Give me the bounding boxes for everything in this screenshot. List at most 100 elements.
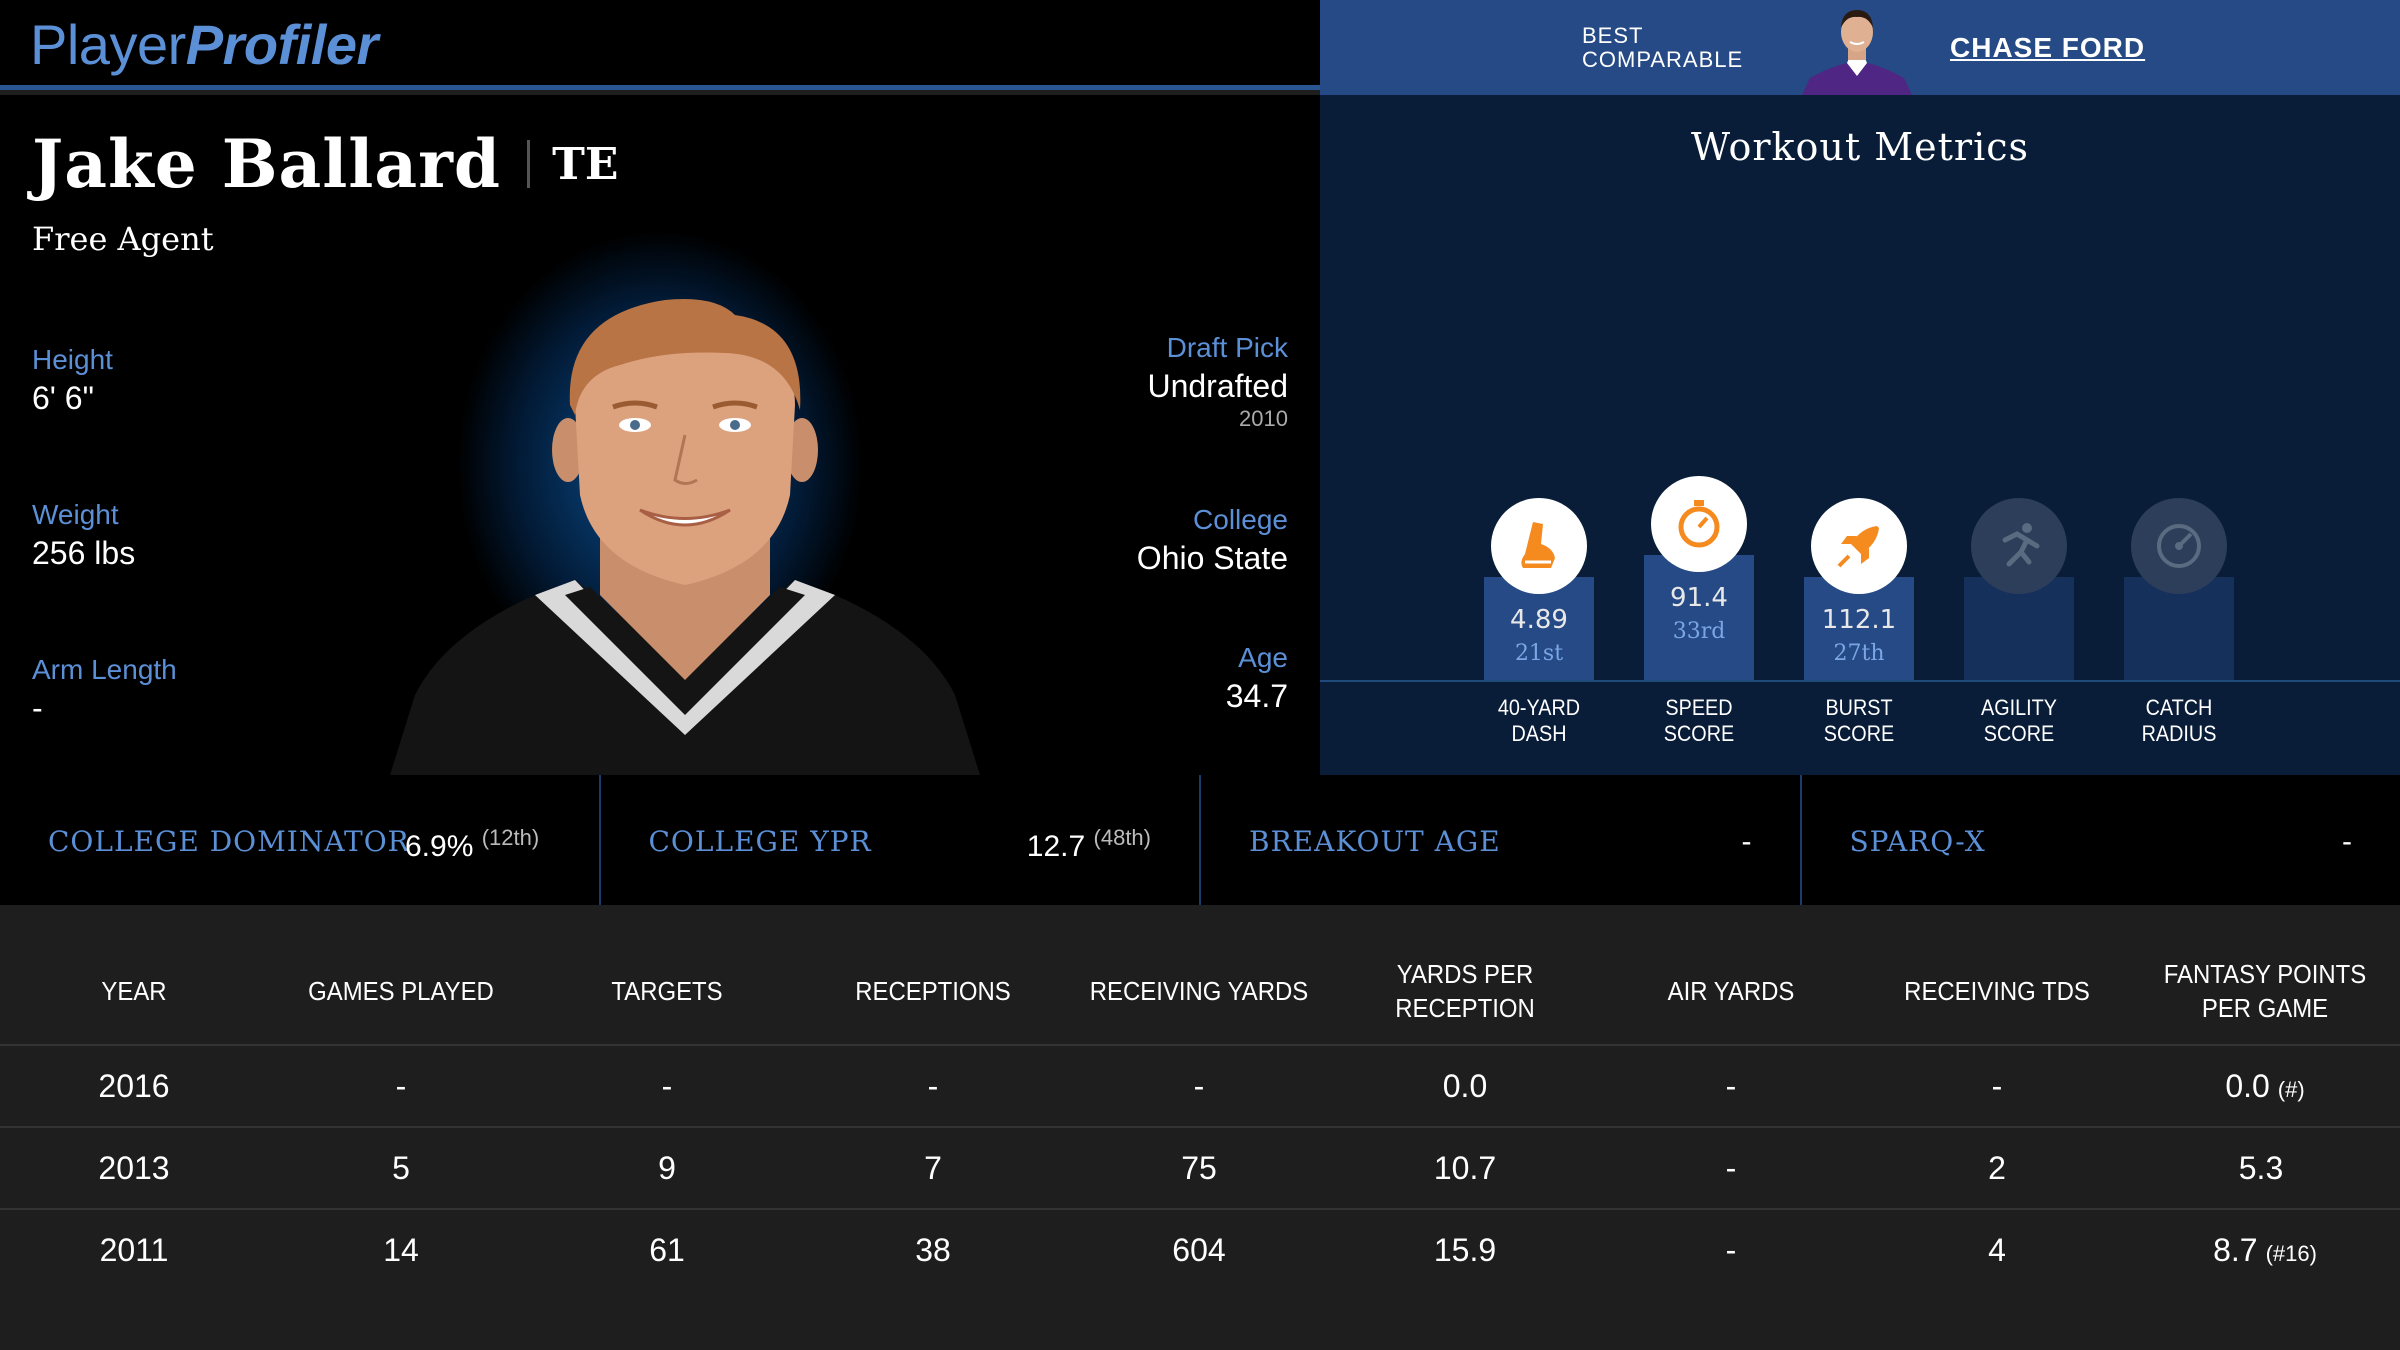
weight-stat: Weight 256 lbs [32, 497, 135, 573]
rocket-icon [1811, 498, 1907, 594]
breakout-age-cell[interactable]: BREAKOUT AGE - [1201, 775, 1802, 905]
cell-targets: 61 [649, 1232, 685, 1268]
cell-ypr: 0.0 [1332, 1045, 1598, 1128]
comparable-player-link[interactable]: CHASE FORD [1950, 32, 2146, 63]
col-receiving-yards[interactable]: RECEIVING YARDS [1076, 937, 1322, 1046]
college-ypr-cell[interactable]: COLLEGE YPR 12.7 (48th) [601, 775, 1201, 905]
player-team: Free Agent [32, 220, 214, 258]
season-stats-table-wrap: YEAR GAMES PLAYED TARGETS RECEPTIONS REC… [0, 905, 2400, 1350]
metric-label-line1: 40-YARD [1497, 695, 1581, 720]
best-comparable-label-line1: BEST [1582, 23, 1644, 48]
cell-tds: 2 [1864, 1127, 2130, 1210]
height-value: 6' 6" [32, 380, 94, 416]
col-fantasy-points-per-game[interactable]: FANTASY POINTS PER GAME [2140, 937, 2390, 1046]
draft-value: Undrafted [1147, 368, 1288, 404]
draft-year: 2010 [1239, 406, 1288, 431]
metric-label: CATCH RADIUS [2112, 695, 2247, 747]
sparq-x-cell[interactable]: SPARQ-X - [1802, 775, 2400, 905]
cell-fpg: 8.7 (#16) [2130, 1209, 2400, 1291]
college-ypr-value: 12.7 (48th) [1027, 825, 1151, 864]
stopwatch-icon [1651, 476, 1747, 572]
cell-air-yards: - [1598, 1045, 1864, 1128]
metric-label: AGILITY SCORE [1952, 695, 2087, 747]
strip-value-text: - [1741, 825, 1752, 858]
metric-label-line2: RADIUS [2141, 721, 2217, 746]
strip-rank-text: (48th) [1093, 825, 1151, 850]
col-receptions[interactable]: RECEPTIONS [810, 937, 1056, 1046]
cell-receptions: 38 [915, 1232, 951, 1268]
metric-label-line2: SCORE [1823, 721, 1895, 746]
age-value: 34.7 [1225, 678, 1288, 714]
cell-targets: 9 [534, 1127, 800, 1210]
college-ypr-label: COLLEGE YPR [648, 825, 872, 858]
col-targets[interactable]: TARGETS [544, 937, 790, 1046]
metric-rank: 33rd [1672, 619, 1726, 644]
metric-bar [1644, 555, 1754, 680]
college-stat: College Ohio State [1137, 502, 1288, 578]
arm-length-label: Arm Length [32, 654, 177, 685]
cell-ypr: 10.7 [1332, 1127, 1598, 1210]
metric-value: 112.1 [1821, 605, 1897, 635]
college-value: Ohio State [1136, 540, 1288, 576]
cell-year: 2016 [0, 1045, 268, 1128]
cell-ypr: 15.9 [1433, 1232, 1497, 1268]
college-dominator-cell[interactable]: COLLEGE DOMINATOR 6.9% (12th) [0, 775, 601, 905]
fpg-value: 8.7 [2213, 1232, 2258, 1268]
breakout-age-value: - [1742, 825, 1752, 859]
metric-label-line2: DASH [1511, 721, 1567, 746]
breakout-age-label: BREAKOUT AGE [1249, 825, 1501, 858]
metric-catch-radius[interactable]: CATCH RADIUS [2124, 95, 2234, 775]
cell-year: 2011 [99, 1232, 169, 1268]
runner-icon [1971, 498, 2067, 594]
college-label: College [1193, 504, 1288, 535]
best-comparable-bar: BEST COMPARABLE CHASE FORD [1320, 0, 2400, 95]
site-logo[interactable]: PlayerProfiler [30, 12, 378, 78]
fpg-rank: (#16) [2265, 1241, 2317, 1266]
metric-bar [2124, 577, 2234, 680]
workout-metrics-title: Workout Metrics [1690, 125, 2030, 169]
player-name: Jake Ballard [32, 125, 502, 203]
metric-bar [1964, 577, 2074, 680]
cell-fpg: 5.3 [2130, 1127, 2400, 1210]
cell-receptions: 7 [800, 1127, 1066, 1210]
age-stat: Age 34.7 [1226, 640, 1288, 716]
col-yards-per-reception[interactable]: YARDS PER RECEPTION [1342, 937, 1588, 1046]
table-row: 2011 14 61 38 604 15.9 - 4 8.7 (#16) [0, 1209, 2400, 1291]
metric-agility-score[interactable]: AGILITY SCORE [1964, 95, 2074, 775]
strip-rank-text: (12th) [481, 825, 540, 850]
player-name-row: Jake Ballard TE [32, 125, 618, 203]
metric-value: 4.89 [1510, 605, 1568, 635]
fpg-rank: (#) [2277, 1076, 2305, 1102]
metric-burst-score[interactable]: 112.1 27th BURST SCORE [1804, 95, 1914, 775]
height-stat: Height 6' 6" [32, 342, 113, 418]
table-header-row: YEAR GAMES PLAYED TARGETS RECEPTIONS REC… [0, 937, 2400, 1046]
col-games-played[interactable]: GAMES PLAYED [278, 937, 524, 1046]
metric-label: SPEED SCORE [1632, 695, 1767, 747]
logo-text-player: Player [30, 13, 186, 76]
target-icon [2131, 498, 2227, 594]
metric-label-line1: AGILITY [1981, 695, 2057, 720]
name-divider [527, 140, 531, 188]
col-air-yards[interactable]: AIR YARDS [1608, 937, 1854, 1046]
player-headshot [390, 299, 980, 775]
sparq-x-label: SPARQ-X [1849, 825, 1986, 858]
metric-speed-score[interactable]: 91.4 33rd SPEED SCORE [1644, 95, 1754, 775]
metrics-baseline [1320, 680, 2400, 682]
draft-stat: Draft Pick Undrafted 2010 [1147, 330, 1288, 432]
metric-label: BURST SCORE [1792, 695, 1927, 747]
player-panel: Jake Ballard TE Free Agent Height 6' 6" … [0, 95, 1320, 775]
cell-tds: - [1864, 1045, 2130, 1128]
age-label: Age [1238, 642, 1288, 673]
cell-year: 2013 [0, 1127, 268, 1210]
col-year[interactable]: YEAR [10, 937, 258, 1046]
college-dominator-label: COLLEGE DOMINATOR [48, 825, 410, 858]
comparable-avatar[interactable] [1802, 8, 1912, 95]
best-comparable-label: BEST COMPARABLE [1582, 24, 1743, 72]
metric-label-line1: SPEED [1665, 695, 1733, 720]
metric-label-line1: CATCH [2145, 695, 2213, 720]
metric-40-yard-dash[interactable]: 4.89 21st 40-YARD DASH [1484, 95, 1594, 775]
fpg-value: 0.0 [2225, 1067, 2270, 1104]
col-receiving-tds[interactable]: RECEIVING TDS [1874, 937, 2120, 1046]
arm-length-stat: Arm Length - [32, 652, 177, 728]
metric-rank: 21st [1514, 641, 1564, 666]
